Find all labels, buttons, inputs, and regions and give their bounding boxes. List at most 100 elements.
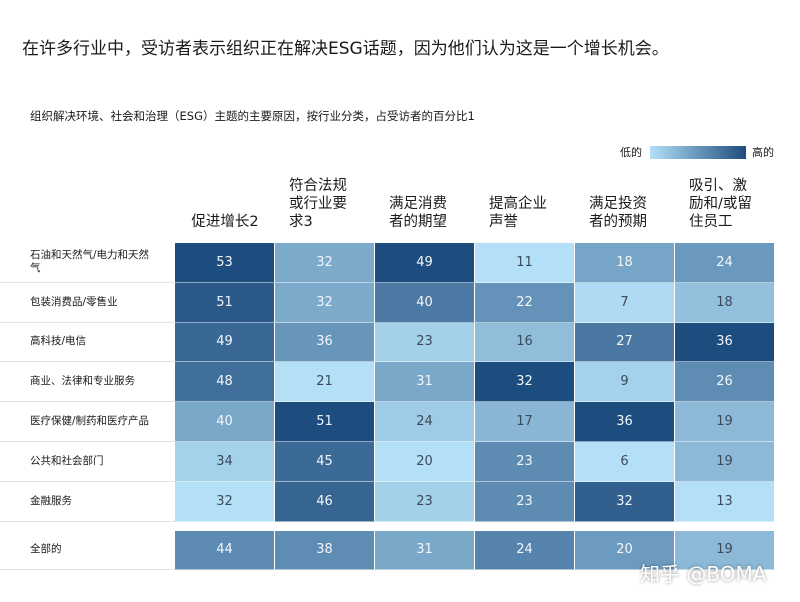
cell-value: 19 xyxy=(716,453,733,469)
heat-cell: 20 xyxy=(375,442,475,482)
heat-cell: 49 xyxy=(175,322,275,363)
heat-cell: 40 xyxy=(375,282,475,323)
legend-high-label: 高的 xyxy=(752,146,774,159)
column-header: 满足投资者的预期 xyxy=(589,196,647,230)
cell-value: 49 xyxy=(416,254,433,270)
chart-subtitle: 组织解决环境、社会和治理（ESG）主题的主要原因，按行业分类，占受访者的百分比1 xyxy=(30,109,475,123)
heat-cell: 26 xyxy=(675,362,775,403)
column-header: 满足消费者的期望 xyxy=(389,196,447,230)
cell-value: 27 xyxy=(616,334,633,350)
cell-value: 23 xyxy=(516,453,533,469)
cell-value: 23 xyxy=(416,334,433,350)
heat-cell: 32 xyxy=(275,282,375,323)
heat-cell: 53 xyxy=(175,243,275,283)
chart-title: 在许多行业中，受访者表示组织正在解决ESG话题，因为他们认为这是一个增长机会。 xyxy=(22,39,669,59)
cell-value: 40 xyxy=(216,414,233,430)
cell-value: 36 xyxy=(716,334,733,350)
heat-cell: 7 xyxy=(575,282,675,323)
row-label: 包装消费品/零售业 xyxy=(0,283,175,323)
heat-cell: 46 xyxy=(275,481,375,522)
heat-cell: 36 xyxy=(575,402,675,442)
heat-cell: 20 xyxy=(575,530,675,571)
cell-value: 19 xyxy=(716,542,733,558)
legend-gradient xyxy=(650,146,746,159)
cell-value: 9 xyxy=(620,374,629,390)
cell-value: 16 xyxy=(516,334,533,350)
cell-value: 40 xyxy=(416,294,433,310)
cell-value: 32 xyxy=(616,493,633,509)
cell-value: 32 xyxy=(316,254,333,270)
row-label: 高科技/电信 xyxy=(0,323,175,363)
column-header: 符合法规或行业要求3 xyxy=(289,178,347,230)
cell-value: 6 xyxy=(620,453,629,469)
cell-value: 48 xyxy=(216,374,233,390)
heat-cell: 23 xyxy=(475,481,575,522)
cell-value: 18 xyxy=(716,294,733,310)
heat-cell: 31 xyxy=(375,530,475,571)
cell-value: 24 xyxy=(716,254,733,270)
heat-cell: 21 xyxy=(275,362,375,403)
heat-cell: 19 xyxy=(675,402,775,442)
cell-value: 32 xyxy=(516,374,533,390)
cell-value: 36 xyxy=(616,414,633,430)
cell-value: 53 xyxy=(216,254,233,270)
cell-value: 23 xyxy=(516,493,533,509)
column-header: 吸引、激励和/或留住员工 xyxy=(689,178,752,230)
heat-cell: 40 xyxy=(175,402,275,442)
cell-value: 22 xyxy=(516,294,533,310)
heat-cell: 17 xyxy=(475,402,575,442)
heat-cell: 27 xyxy=(575,322,675,363)
heat-cell: 49 xyxy=(375,243,475,283)
cell-value: 11 xyxy=(516,254,533,270)
heat-cell: 38 xyxy=(275,530,375,571)
column-header: 促进增长2 xyxy=(191,214,259,230)
row-label: 公共和社会部门 xyxy=(0,442,175,482)
heat-cell: 9 xyxy=(575,362,675,403)
heat-cell: 51 xyxy=(275,402,375,442)
heat-cell: 51 xyxy=(175,282,275,323)
cell-value: 36 xyxy=(316,334,333,350)
heat-cell: 36 xyxy=(275,322,375,363)
heat-cell: 6 xyxy=(575,442,675,482)
cell-value: 32 xyxy=(216,493,233,509)
cell-value: 18 xyxy=(616,254,633,270)
cell-value: 7 xyxy=(620,294,629,310)
cell-value: 21 xyxy=(316,374,333,390)
row-label: 金融服务 xyxy=(0,482,175,522)
cell-value: 20 xyxy=(616,542,633,558)
column-header: 提高企业声誉 xyxy=(489,196,547,230)
heat-cell: 34 xyxy=(175,442,275,482)
heat-cell: 32 xyxy=(475,362,575,403)
cell-value: 45 xyxy=(316,453,333,469)
heat-cell: 16 xyxy=(475,322,575,363)
heat-cell: 23 xyxy=(475,442,575,482)
cell-value: 23 xyxy=(416,493,433,509)
cell-value: 20 xyxy=(416,453,433,469)
watermark: 知乎 @BOMA xyxy=(640,562,767,586)
cell-value: 24 xyxy=(516,542,533,558)
heat-cell: 23 xyxy=(375,322,475,363)
heat-cell: 32 xyxy=(275,243,375,283)
heat-cell: 45 xyxy=(275,442,375,482)
heat-cell: 24 xyxy=(475,530,575,571)
heat-cell: 19 xyxy=(675,442,775,482)
cell-value: 19 xyxy=(716,414,733,430)
heat-cell: 18 xyxy=(675,282,775,323)
cell-value: 17 xyxy=(516,414,533,430)
heat-cell: 36 xyxy=(675,322,775,363)
heat-cell: 11 xyxy=(475,243,575,283)
row-label: 石油和天然气/电力和天然气 xyxy=(0,243,175,283)
heat-cell: 31 xyxy=(375,362,475,403)
cell-value: 31 xyxy=(416,374,433,390)
heat-cell: 23 xyxy=(375,481,475,522)
row-label: 医疗保健/制药和医疗产品 xyxy=(0,402,175,442)
heat-cell: 24 xyxy=(675,243,775,283)
heat-cell: 19 xyxy=(675,530,775,571)
heat-cell: 32 xyxy=(575,481,675,522)
row-label: 全部的 xyxy=(0,531,175,571)
heat-cell: 18 xyxy=(575,243,675,283)
cell-value: 38 xyxy=(316,542,333,558)
cell-value: 13 xyxy=(716,493,733,509)
